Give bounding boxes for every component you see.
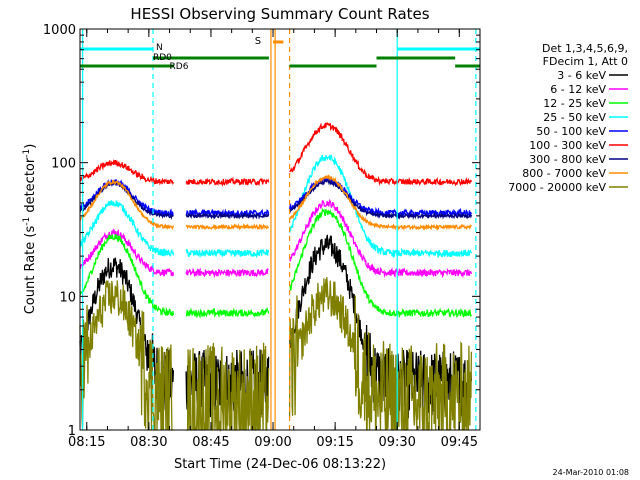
legend-header-line2: FDecim 1, Att 0 (543, 55, 628, 68)
y-axis-label-part2: detector (23, 157, 38, 217)
series-6-segment-1 (79, 159, 174, 186)
x-tick-label-5: 09:15 (316, 435, 353, 450)
series-8-segment-2 (185, 222, 270, 231)
series-6-segment-2 (185, 176, 270, 187)
series-3-segment-1 (79, 234, 175, 317)
series-3-segment-3 (289, 207, 472, 319)
series-2 (79, 198, 473, 279)
legend-label-8: 800 - 7000 keV (522, 167, 606, 180)
series-4-segment-1 (79, 200, 175, 257)
series-7-segment-3 (289, 178, 473, 220)
night-label: N (156, 43, 163, 53)
series-3-segment-2 (185, 306, 270, 319)
y-axis-label-part1: Count Rate (s (23, 226, 38, 315)
series-6-segment-3 (289, 122, 473, 187)
plot-frame (79, 28, 481, 431)
y-tick-label-3: 100 (51, 157, 76, 172)
legend-label-9: 7000 - 20000 keV (508, 181, 606, 194)
attenuator-label: RD0 (153, 53, 172, 63)
chart-title: HESSI Observing Summary Count Rates (130, 5, 429, 23)
series-4-segment-2 (185, 248, 270, 259)
x-axis: 08:15 08:30 08:45 09:00 09:15 09:30 09:45 (68, 29, 478, 450)
legend-label-7: 300 - 800 keV (529, 153, 606, 166)
series-9-segment-2 (186, 342, 270, 433)
y-axis: 1 10 100 1000 (43, 23, 480, 439)
series-2-segment-1 (79, 228, 175, 277)
x-tick-label-6: 09:30 (378, 435, 415, 450)
series-3 (79, 207, 472, 319)
x-tick-label-2: 08:30 (130, 435, 167, 450)
y-axis-label-sup1: -1 (22, 217, 32, 226)
saa-label: S (255, 36, 261, 47)
series-7-segment-2 (185, 211, 270, 220)
series-8-segment-3 (288, 174, 472, 232)
legend-label-5: 50 - 100 keV (536, 125, 606, 138)
legend: Det 1,3,4,5,6,9, FDecim 1, Att 0 3 - 6 k… (508, 42, 628, 194)
legend-label-2: 6 - 12 keV (550, 83, 606, 96)
series-2-segment-3 (289, 198, 473, 279)
legend-label-6: 100 - 300 keV (529, 139, 606, 152)
series-9-segment-1 (79, 279, 174, 431)
x-tick-label-1: 08:15 (68, 435, 105, 450)
series-8 (79, 174, 472, 232)
y-tick-label-1: 1 (68, 424, 76, 439)
series-6 (79, 122, 473, 187)
legend-label-4: 25 - 50 keV (543, 111, 606, 124)
x-tick-label-7: 09:45 (441, 435, 478, 450)
series-8-segment-1 (79, 179, 175, 230)
y-axis-label-part3: ) (23, 144, 38, 149)
x-axis-label: Start Time (24-Dec-06 08:13:22) (174, 457, 386, 472)
decimation-label: RD6 (170, 62, 189, 72)
series-4 (79, 154, 472, 259)
legend-label-3: 12 - 25 keV (543, 97, 606, 110)
legend-label-1: 3 - 6 keV (557, 69, 606, 82)
y-tick-label-2: 10 (59, 290, 76, 305)
x-tick-label-4: 09:00 (254, 435, 291, 450)
series-2-segment-2 (185, 267, 269, 279)
y-axis-label: Count Rate (s-1 detector-1) (22, 144, 38, 315)
y-axis-label-sup2: -1 (22, 149, 32, 158)
legend-header-line1: Det 1,3,4,5,6,9, (542, 42, 628, 55)
series-4-segment-3 (288, 154, 472, 259)
x-tick-label-3: 08:45 (192, 435, 229, 450)
footer-timestamp: 24-Mar-2010 01:08 (553, 468, 630, 477)
y-tick-label-4: 1000 (43, 23, 76, 38)
